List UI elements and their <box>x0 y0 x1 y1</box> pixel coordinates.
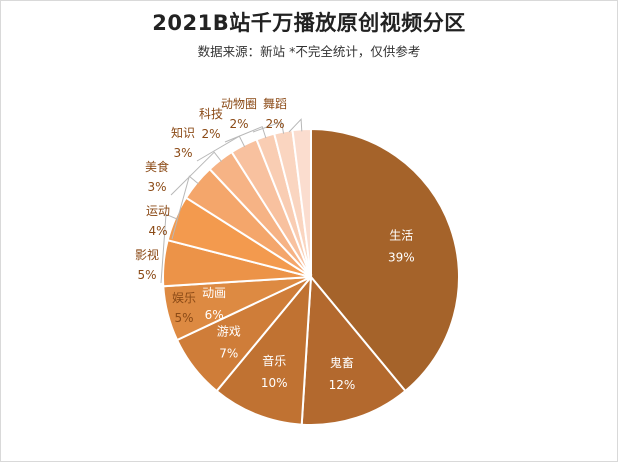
slice-category-label: 影视 <box>135 247 159 262</box>
slice-category-label: 音乐 <box>262 353 286 368</box>
slice-category-label: 科技 <box>199 107 223 121</box>
slice-value-label: 39% <box>388 251 415 265</box>
slice-category-label: 游戏 <box>217 325 241 339</box>
slice-value-label: 3% <box>147 180 166 194</box>
slice-value-label: 2% <box>229 117 248 131</box>
slice-category-label: 运动 <box>146 204 170 218</box>
slice-value-label: 4% <box>148 224 167 238</box>
slice-value-label: 12% <box>329 378 356 392</box>
slice-category-label: 舞蹈 <box>263 97 287 111</box>
slice-value-label: 3% <box>173 146 192 160</box>
leader-line <box>224 126 267 143</box>
leader-line <box>252 121 285 134</box>
pie-slice <box>300 274 407 427</box>
slice-value-label: 7% <box>219 347 238 361</box>
slice-value-label: 10% <box>261 376 288 390</box>
pie-labels: 生活 39% 鬼畜 12% 音乐 10% 游戏 7% 动画 6% 娱乐 5% 影视 5% 运动 4% 美食 3% 知… <box>135 97 415 392</box>
slice-category-label: 娱乐 <box>172 291 196 305</box>
pie-slices <box>161 127 461 427</box>
pie-slice <box>215 273 313 426</box>
chart-title: 2021B站千万播放原创视频分区 <box>152 11 466 35</box>
slice-value-label: 2% <box>201 127 220 141</box>
slice-category-label: 美食 <box>145 159 169 174</box>
slice-value-label: 5% <box>137 268 156 282</box>
slice-category-label: 动物圈 <box>221 97 257 111</box>
slice-category-label: 动画 <box>202 286 226 300</box>
slice-value-label: 6% <box>205 308 224 322</box>
slice-category-label: 生活 <box>389 229 413 243</box>
chart-subtitle: 数据来源：新站 *不完全统计，仅供参考 <box>197 44 421 59</box>
slice-category-label: 知识 <box>171 126 195 140</box>
pie-slice <box>310 127 461 393</box>
slice-value-label: 5% <box>174 311 193 325</box>
leader-line <box>170 151 222 196</box>
slice-value-label: 2% <box>265 117 284 131</box>
leader-line <box>160 213 178 284</box>
slice-category-label: 鬼畜 <box>330 355 354 370</box>
leader-line <box>288 118 303 133</box>
